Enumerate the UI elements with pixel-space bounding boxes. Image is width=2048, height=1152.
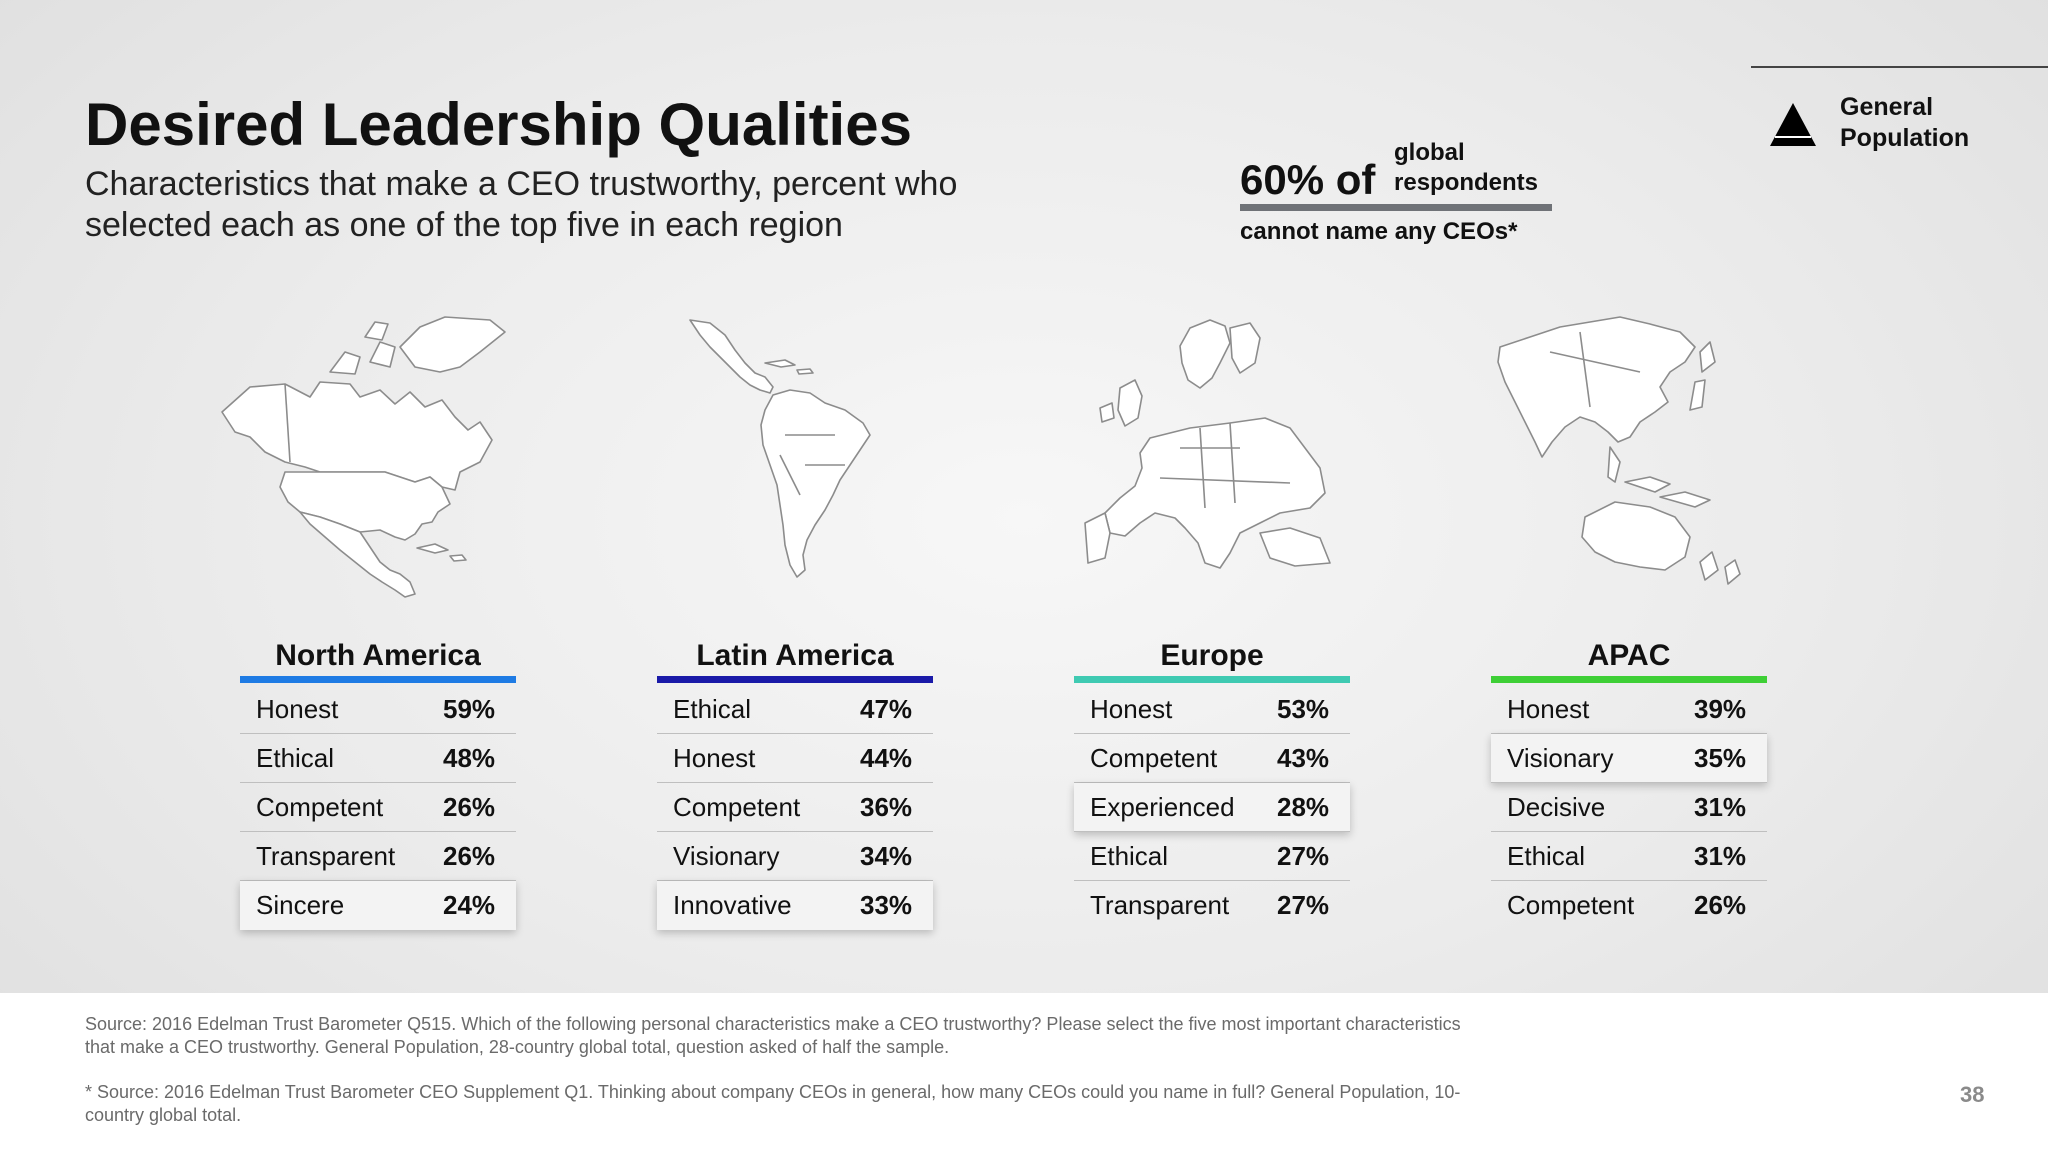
- table-row: Ethical 27%: [1074, 832, 1350, 881]
- north-america-map: [210, 312, 510, 600]
- quality-percent: 28%: [1277, 791, 1330, 822]
- apac-map: [1490, 312, 1760, 590]
- quality-percent: 48%: [443, 742, 496, 773]
- quality-percent: 47%: [860, 693, 913, 724]
- slide-content: Desired Leadership Qualities Characteris…: [85, 66, 2048, 930]
- table-row: Visionary 35%: [1491, 734, 1767, 783]
- quality-label: Competent: [1507, 890, 1635, 920]
- quality-label: Experienced: [1090, 791, 1235, 822]
- triangle-icon: [1770, 103, 1816, 146]
- table-row: Innovative 33%: [657, 881, 933, 930]
- table-row: Ethical 48%: [240, 734, 516, 783]
- north-america-rows: Honest 59% Ethical 48% Competent 26% Transpare…: [240, 685, 516, 930]
- quality-label: Honest: [1507, 693, 1590, 724]
- table-row: Decisive 31%: [1491, 783, 1767, 832]
- table-row: Transparent 27%: [1074, 881, 1350, 930]
- region-table-europe: Europe Honest 53% Competent 43% Experienced 28…: [1074, 636, 1350, 930]
- table-row: Transparent 26%: [240, 832, 516, 881]
- quality-percent: 33%: [860, 890, 913, 920]
- table-row: Sincere 24%: [240, 881, 516, 930]
- apac-accent-bar: [1491, 676, 1767, 683]
- table-row: Visionary 34%: [657, 832, 933, 881]
- table-row: Experienced 28%: [1074, 783, 1350, 832]
- table-row: Competent 36%: [657, 783, 933, 832]
- quality-label: Competent: [673, 791, 801, 822]
- quality-percent: 26%: [1694, 890, 1747, 920]
- quality-label: Visionary: [1507, 742, 1614, 773]
- page-number: 38: [1960, 1082, 1985, 1107]
- quality-label: Visionary: [673, 840, 780, 871]
- region-table-apac: APAC Honest 39% Visionary 35% Decisive 31% Ethi…: [1491, 636, 1767, 930]
- footer: Source: 2016 Edelman Trust Barometer Q51…: [0, 993, 2048, 1152]
- table-row: Competent 43%: [1074, 734, 1350, 783]
- quality-label: Ethical: [256, 742, 335, 773]
- europe-map: [1080, 318, 1335, 576]
- ceo-stat-divider: [1240, 204, 1552, 211]
- ceo-stat-percent: 60% of: [1240, 156, 1376, 203]
- latin-america-map: [685, 315, 875, 583]
- ceo-stat-qualifier-line1: global: [1394, 139, 1465, 166]
- table-row: Ethical 47%: [657, 685, 933, 734]
- latin-america-title: Latin America: [696, 639, 894, 672]
- quality-percent: 26%: [443, 791, 496, 822]
- quality-percent: 27%: [1277, 840, 1330, 871]
- ceo-stat-qualifier: global respondents: [1394, 138, 1538, 198]
- latin-america-rows: Ethical 47% Honest 44% Competent 36% Visionary…: [657, 685, 933, 930]
- quality-label: Competent: [256, 791, 384, 822]
- europe-rows: Honest 53% Competent 43% Experienced 28% Ethic…: [1074, 685, 1350, 930]
- quality-percent: 59%: [443, 693, 496, 724]
- legend-label-line2: Population: [1840, 124, 1970, 152]
- quality-percent: 24%: [443, 890, 496, 920]
- quality-label: Transparent: [256, 840, 396, 871]
- quality-label: Honest: [673, 742, 756, 773]
- quality-percent: 39%: [1694, 693, 1747, 724]
- table-row: Honest 39%: [1491, 685, 1767, 734]
- quality-label: Honest: [1090, 693, 1173, 724]
- legend-label-line1: General: [1840, 93, 1934, 121]
- quality-label: Competent: [1090, 742, 1218, 773]
- quality-label: Ethical: [1090, 840, 1169, 871]
- quality-label: Honest: [256, 693, 339, 724]
- region-table-latin-america: Latin America Ethical 47% Honest 44% Competen…: [657, 636, 933, 930]
- source-note-2: * Source: 2016 Edelman Trust Barometer C…: [85, 1082, 1461, 1125]
- quality-percent: 27%: [1277, 890, 1330, 920]
- apac-rows: Honest 39% Visionary 35% Decisive 31% Ethical 3…: [1491, 685, 1767, 930]
- page-subtitle: Characteristics that make a CEO trustwor…: [85, 165, 958, 244]
- quality-percent: 26%: [443, 840, 496, 871]
- quality-percent: 31%: [1694, 840, 1747, 871]
- north-america-accent-bar: [240, 676, 516, 683]
- table-row: Competent 26%: [1491, 881, 1767, 930]
- quality-percent: 36%: [860, 791, 913, 822]
- quality-percent: 35%: [1694, 742, 1747, 773]
- page-title: Desired Leadership Qualities: [85, 91, 912, 158]
- quality-percent: 34%: [860, 840, 913, 871]
- quality-label: Ethical: [1507, 840, 1586, 871]
- legend: General Population: [1768, 92, 1969, 154]
- europe-accent-bar: [1074, 676, 1350, 683]
- quality-percent: 31%: [1694, 791, 1747, 822]
- table-row: Competent 26%: [240, 783, 516, 832]
- quality-label: Ethical: [673, 693, 752, 724]
- quality-label: Innovative: [673, 890, 792, 920]
- quality-label: Transparent: [1090, 890, 1230, 920]
- ceo-stat-qualifier-line2: respondents: [1394, 169, 1539, 196]
- table-row: Ethical 31%: [1491, 832, 1767, 881]
- quality-label: Decisive: [1507, 791, 1606, 822]
- quality-percent: 44%: [860, 742, 913, 773]
- ceo-stat-caption: cannot name any CEOs*: [1240, 218, 1518, 245]
- legend-divider: [1751, 66, 2048, 68]
- north-america-title: North America: [275, 639, 481, 672]
- apac-title: APAC: [1587, 639, 1671, 672]
- table-row: Honest 53%: [1074, 685, 1350, 734]
- latin-america-accent-bar: [657, 676, 933, 683]
- quality-label: Sincere: [256, 890, 345, 920]
- quality-percent: 53%: [1277, 693, 1330, 724]
- source-note-1: Source: 2016 Edelman Trust Barometer Q51…: [85, 1014, 1461, 1057]
- quality-percent: 43%: [1277, 742, 1330, 773]
- table-row: Honest 44%: [657, 734, 933, 783]
- europe-title: Europe: [1160, 639, 1264, 672]
- legend-label: General Population: [1840, 92, 1969, 154]
- region-table-north-america: North America Honest 59% Ethical 48% Competen…: [240, 636, 516, 930]
- table-row: Honest 59%: [240, 685, 516, 734]
